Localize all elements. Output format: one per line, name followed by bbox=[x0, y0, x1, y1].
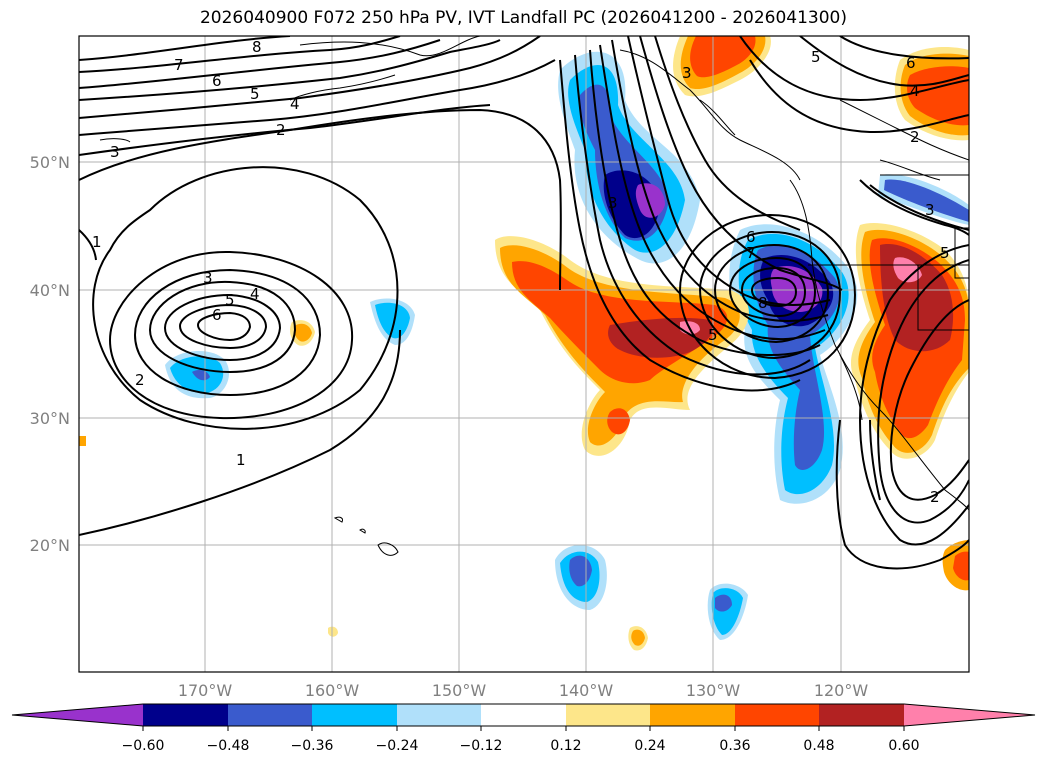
colorbar-extend-max bbox=[904, 704, 1035, 726]
colorbar-tick: −0.48 bbox=[207, 738, 250, 754]
contour-label: 6 bbox=[906, 54, 916, 72]
colorbar-bin bbox=[819, 704, 904, 726]
lon-label-170w: 170°W bbox=[178, 681, 233, 700]
contour-label: 2 bbox=[135, 371, 145, 389]
colorbar-bin bbox=[481, 704, 566, 726]
lat-label-50n: 50°N bbox=[30, 153, 70, 172]
contour-label: 7 bbox=[746, 244, 756, 262]
contour-label: 6 bbox=[746, 228, 756, 246]
colorbar-tick: 0.24 bbox=[634, 738, 665, 754]
contour-label: 4 bbox=[250, 285, 260, 303]
colorbar-tick: −0.60 bbox=[122, 738, 165, 754]
contour-label: 7 bbox=[174, 56, 184, 74]
contour-label: 1 bbox=[236, 451, 246, 469]
colorbar-tick: 0.48 bbox=[803, 738, 834, 754]
contour-label: 2 bbox=[930, 488, 940, 506]
contour-label: 3 bbox=[608, 194, 618, 212]
lon-label-130w: 130°W bbox=[686, 681, 741, 700]
colorbar: −0.60 −0.48 −0.36 −0.24 −0.12 0.12 0.24 … bbox=[11, 703, 1036, 754]
colorbar-tick: 0.12 bbox=[550, 738, 581, 754]
map-frame bbox=[78, 35, 970, 673]
positive-anomaly-shading bbox=[79, 36, 969, 651]
contour-label: 3 bbox=[682, 64, 692, 82]
figure-title: 2026040900 F072 250 hPa PV, IVT Landfall… bbox=[199, 8, 847, 28]
latitude-labels: 50°N 40°N 30°N 20°N bbox=[30, 153, 70, 555]
contour-label: 3 bbox=[110, 143, 120, 161]
contour-label: 1 bbox=[92, 233, 102, 251]
colorbar-bin bbox=[650, 704, 735, 726]
colorbar-bin bbox=[735, 704, 819, 726]
colorbar-tick: −0.36 bbox=[291, 738, 334, 754]
contour-label: 2 bbox=[276, 121, 286, 139]
lon-label-140w: 140°W bbox=[559, 681, 614, 700]
colorbar-bin bbox=[566, 704, 650, 726]
contour-label: 6 bbox=[212, 306, 222, 324]
colorbar-tick: 0.60 bbox=[888, 738, 919, 754]
colorbar-bin bbox=[312, 704, 397, 726]
colorbar-tick: −0.24 bbox=[376, 738, 419, 754]
lon-label-120w: 120°W bbox=[814, 681, 869, 700]
lon-label-160w: 160°W bbox=[305, 681, 360, 700]
contour-label: 5 bbox=[225, 291, 235, 309]
lat-label-30n: 30°N bbox=[30, 409, 70, 428]
longitude-labels: 170°W 160°W 150°W 140°W 130°W 120°W bbox=[178, 681, 869, 700]
contour-label: 5 bbox=[250, 85, 260, 103]
contour-label: 6 bbox=[212, 72, 222, 90]
lat-label-40n: 40°N bbox=[30, 281, 70, 300]
contour-label: 2 bbox=[910, 128, 920, 146]
contour-label: 3 bbox=[925, 201, 935, 219]
contour-label: 5 bbox=[708, 326, 718, 344]
contour-label: 5 bbox=[940, 244, 950, 262]
colorbar-tick: −0.12 bbox=[460, 738, 503, 754]
colorbar-bin bbox=[397, 704, 481, 726]
contour-label: 4 bbox=[290, 95, 300, 113]
lon-label-150w: 150°W bbox=[432, 681, 487, 700]
contour-labels: 8 7 6 5 4 3 2 1 3 4 5 6 2 1 5 6 4 2 3 6 … bbox=[92, 38, 950, 506]
contour-label: 3 bbox=[203, 269, 213, 287]
colorbar-bin bbox=[143, 704, 228, 726]
colorbar-tick: 0.36 bbox=[719, 738, 750, 754]
contour-label: 4 bbox=[910, 82, 920, 100]
colorbar-extend-min bbox=[12, 704, 143, 726]
lat-label-20n: 20°N bbox=[30, 536, 70, 555]
map-area: 8 7 6 5 4 3 2 1 3 4 5 6 2 1 5 6 4 2 3 6 … bbox=[79, 36, 969, 672]
pv-contours bbox=[79, 36, 969, 570]
contour-label: 8 bbox=[758, 294, 768, 312]
colorbar-bin bbox=[228, 704, 312, 726]
contour-label: 5 bbox=[811, 48, 821, 66]
contour-label: 8 bbox=[252, 38, 262, 56]
